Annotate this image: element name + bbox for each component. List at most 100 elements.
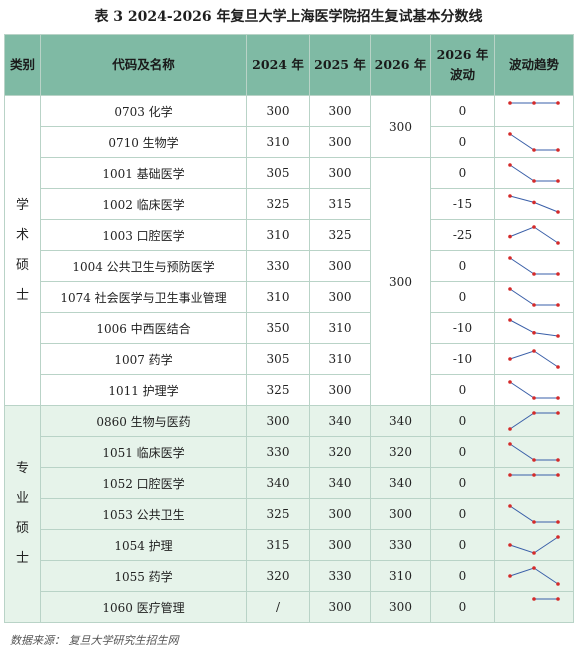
trend-point [508, 427, 512, 431]
score-2026: 320 [370, 436, 431, 468]
trend-cell [494, 436, 574, 468]
score-2024: 315 [246, 529, 310, 561]
data-source: 数据来源： 复旦大学研究生招生网 [10, 634, 179, 647]
trend-point [556, 101, 560, 105]
program-name: 1003 口腔医学 [40, 219, 247, 251]
trend-point [508, 163, 512, 167]
program-name: 1001 基础医学 [40, 157, 247, 189]
trend-line [509, 164, 558, 182]
trend-point [532, 179, 536, 183]
category-professional: 专 业 硕 士 [4, 405, 41, 623]
score-change: -15 [430, 188, 495, 220]
trend-point [556, 396, 560, 400]
score-2025: 300 [309, 281, 371, 313]
trend-cell [494, 467, 574, 499]
score-2025: 300 [309, 498, 371, 530]
program-name: 1006 中西医结合 [40, 312, 247, 344]
score-2025: 300 [309, 374, 371, 406]
trend-point [508, 132, 512, 136]
trend-cell [494, 157, 574, 189]
table-row: 1006 中西医结合 350 310 -10 [5, 312, 574, 344]
table-row: 1054 护理 315 300 330 0 [5, 529, 574, 561]
trend-line [509, 257, 558, 275]
score-2025: 310 [309, 343, 371, 375]
trend-point [508, 318, 512, 322]
score-change: -25 [430, 219, 495, 251]
trend-sparkline [508, 132, 560, 152]
trend-point [532, 349, 536, 353]
table-body: 学 术 硕 士 0703 化学 300 300 300 0 0710 生物学 310 300 0 1… [4, 95, 574, 623]
score-change: 0 [430, 405, 495, 437]
trend-line [509, 133, 558, 151]
program-name: 1051 临床医学 [40, 436, 247, 468]
score-2026: 300 [370, 498, 431, 530]
score-table: 类别 代码及名称 2024 年 2025 年 2026 年 2026 年波动 波… [4, 34, 574, 623]
score-2026-merged: 300 [370, 157, 431, 406]
table-row: 0710 生物学 310 300 0 [5, 126, 574, 158]
score-2024: 310 [246, 281, 310, 313]
score-2024: 305 [246, 157, 310, 189]
category-academic: 学 术 硕 士 [4, 95, 41, 406]
trend-sparkline [508, 566, 560, 586]
table-row: 专 业 硕 士 0860 生物与医药 300 340 340 0 [4, 405, 574, 623]
score-2025: 300 [309, 591, 371, 623]
trend-point [532, 225, 536, 229]
trend-sparkline [508, 194, 560, 214]
score-2025: 320 [309, 436, 371, 468]
trend-cell [494, 374, 574, 406]
score-2026: 330 [370, 529, 431, 561]
table-row: 学 术 硕 士 0703 化学 300 300 300 0 [4, 95, 574, 406]
table-row: 1011 护理学 325 300 0 [5, 374, 574, 406]
trend-point [556, 535, 560, 539]
trend-cell [494, 498, 574, 530]
trend-point [508, 473, 512, 477]
trend-point [532, 411, 536, 415]
header-code-name: 代码及名称 [40, 34, 247, 96]
trend-point [532, 331, 536, 335]
table-row: 1060 医疗管理/300 300 0 [5, 591, 574, 623]
table-row: 1007 药学 305 310 -10 [5, 343, 574, 375]
trend-point [508, 380, 512, 384]
table-row: 1074 社会医学与卫生事业管理 310 300 0 [5, 281, 574, 313]
trend-line [509, 381, 558, 399]
trend-sparkline [508, 442, 560, 462]
trend-line [509, 443, 558, 461]
trend-cell [494, 529, 574, 561]
program-name: 0703 化学 [40, 95, 247, 127]
trend-sparkline [508, 380, 560, 400]
score-2024: 330 [246, 436, 310, 468]
program-name: 1004 公共卫生与预防医学 [40, 250, 247, 282]
trend-line [509, 567, 559, 585]
trend-sparkline [508, 411, 560, 431]
trend-sparkline [508, 256, 560, 276]
trend-cell [494, 591, 574, 623]
program-name: 0710 生物学 [40, 126, 247, 158]
trend-point [556, 179, 560, 183]
score-2025: 315 [309, 188, 371, 220]
trend-point [532, 148, 536, 152]
score-2025: 330 [309, 560, 371, 592]
program-name: 1011 护理学 [40, 374, 247, 406]
trend-point [556, 148, 560, 152]
program-name: 1074 社会医学与卫生事业管理 [40, 281, 247, 313]
program-name: 1052 口腔医学 [40, 467, 247, 499]
score-2024: 300 [246, 405, 310, 437]
score-2025: 340 [309, 467, 371, 499]
trend-sparkline [508, 163, 560, 183]
score-change: 0 [430, 157, 495, 189]
trend-cell [494, 312, 574, 344]
trend-point [508, 234, 512, 239]
header-2025: 2025 年 [309, 34, 371, 96]
header-trend: 波动趋势 [494, 34, 574, 96]
program-name: 0860 生物与医药 [40, 405, 247, 437]
trend-point [532, 520, 536, 524]
trend-point [556, 241, 560, 245]
header-row: 类别 代码及名称 2024 年 2025 年 2026 年 2026 年波动 波… [4, 34, 574, 96]
trend-point [556, 303, 560, 307]
trend-cell [494, 188, 574, 220]
score-2025: 300 [309, 126, 371, 158]
trend-point [556, 272, 560, 276]
trend-point [532, 396, 536, 400]
trend-line [509, 288, 558, 306]
score-change: 0 [430, 126, 495, 158]
